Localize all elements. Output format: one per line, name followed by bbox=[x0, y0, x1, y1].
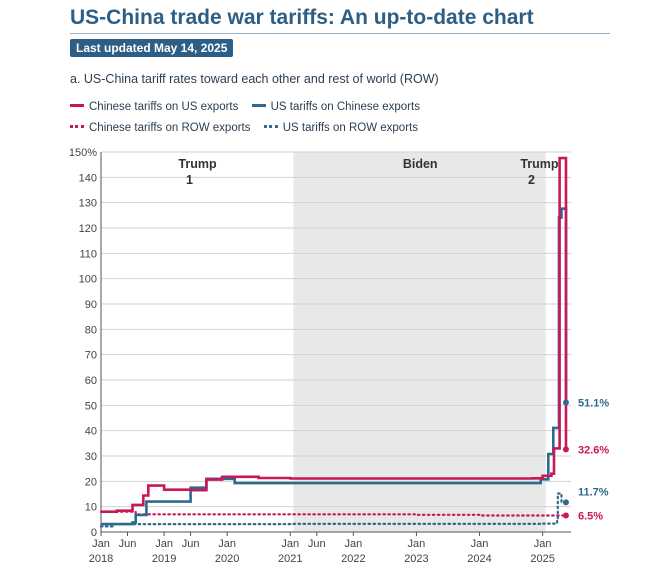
y-tick-label: 90 bbox=[85, 299, 97, 311]
series-line-3 bbox=[99, 492, 568, 528]
series-end-label-0: 32.6% bbox=[578, 444, 609, 456]
x-tick-year-label: 2019 bbox=[152, 553, 176, 565]
x-tick-label: Jan bbox=[281, 538, 299, 550]
legend-item-chinese-on-us: Chinese tariffs on US exports bbox=[70, 97, 238, 118]
legend-label: US tariffs on ROW exports bbox=[282, 122, 418, 134]
legend-swatch-chinese-on-us bbox=[70, 104, 84, 108]
y-tick-label: 110 bbox=[79, 248, 97, 260]
y-tick-label: 0 bbox=[91, 527, 97, 539]
x-tick-label: Jan bbox=[218, 538, 236, 550]
x-tick-label: Jun bbox=[308, 538, 326, 550]
x-tick-label: Jan bbox=[534, 538, 552, 550]
period-label-number-0: 1 bbox=[186, 173, 193, 187]
y-tick-label: 150% bbox=[69, 147, 97, 159]
y-tick-label: 30 bbox=[85, 451, 97, 463]
y-tick-label: 50 bbox=[85, 400, 97, 412]
x-tick-label: Jan bbox=[155, 538, 173, 550]
x-tick-year-label: 2018 bbox=[89, 553, 113, 565]
legend: Chinese tariffs on US exports US tariffs… bbox=[70, 97, 610, 139]
chart-subtitle: a. US-China tariff rates toward each oth… bbox=[70, 72, 439, 86]
legend-label: Chinese tariffs on US exports bbox=[89, 101, 239, 113]
period-label-1: Biden bbox=[403, 157, 438, 171]
x-tick-label: Jan bbox=[471, 538, 489, 550]
x-tick-year-label: 2021 bbox=[278, 553, 302, 565]
x-tick-label: Jan bbox=[344, 538, 362, 550]
series-line-0 bbox=[101, 156, 568, 513]
chart-title: US-China trade war tariffs: An up-to-dat… bbox=[70, 6, 534, 29]
series-end-label-3: 11.7% bbox=[578, 486, 609, 498]
y-tick-label: 20 bbox=[85, 476, 97, 488]
y-tick-label: 120 bbox=[79, 223, 97, 235]
legend-label: US tariffs on Chinese exports bbox=[270, 101, 420, 113]
period-label-2: Trump bbox=[520, 157, 559, 171]
legend-swatch-us-on-chinese bbox=[251, 104, 266, 108]
series-end-point-3 bbox=[562, 499, 569, 506]
x-tick-year-label: 2023 bbox=[404, 553, 428, 565]
period-label-number-2: 2 bbox=[528, 173, 535, 187]
y-tick-label: 130 bbox=[79, 198, 97, 210]
legend-swatch-us-on-row bbox=[263, 125, 278, 129]
x-tick-label: Jan bbox=[408, 538, 426, 550]
y-tick-label: 10 bbox=[85, 502, 97, 514]
x-tick-label: Jun bbox=[182, 538, 200, 550]
period-label-0: Trump bbox=[178, 157, 217, 171]
x-tick-year-label: 2024 bbox=[467, 553, 491, 565]
legend-swatch-chinese-on-row bbox=[70, 125, 84, 129]
legend-item-us-on-row: US tariffs on ROW exports bbox=[263, 118, 418, 139]
legend-item-us-on-chinese: US tariffs on Chinese exports bbox=[251, 97, 420, 118]
series-end-point-1 bbox=[562, 399, 569, 406]
x-tick-year-label: 2020 bbox=[215, 553, 239, 565]
y-tick-label: 80 bbox=[85, 324, 97, 336]
title-divider bbox=[70, 33, 610, 34]
legend-label: Chinese tariffs on ROW exports bbox=[89, 122, 251, 134]
series-end-point-0 bbox=[562, 446, 569, 453]
legend-item-chinese-on-row: Chinese tariffs on ROW exports bbox=[70, 118, 251, 139]
x-tick-label: Jun bbox=[119, 538, 137, 550]
last-updated-badge: Last updated May 14, 2025 bbox=[70, 39, 234, 57]
series-end-point-2 bbox=[562, 512, 569, 519]
y-tick-label: 60 bbox=[85, 375, 97, 387]
period-shade-1 bbox=[293, 152, 546, 532]
x-tick-year-label: 2022 bbox=[341, 553, 365, 565]
x-tick-year-label: 2025 bbox=[530, 553, 554, 565]
y-tick-label: 100 bbox=[79, 274, 97, 286]
y-tick-label: 70 bbox=[85, 350, 97, 362]
x-tick-label: Jan bbox=[92, 538, 110, 550]
series-end-label-1: 51.1% bbox=[578, 398, 609, 410]
y-tick-label: 40 bbox=[85, 426, 97, 438]
series-end-label-2: 6.5% bbox=[578, 511, 603, 523]
y-tick-label: 140 bbox=[79, 172, 97, 184]
